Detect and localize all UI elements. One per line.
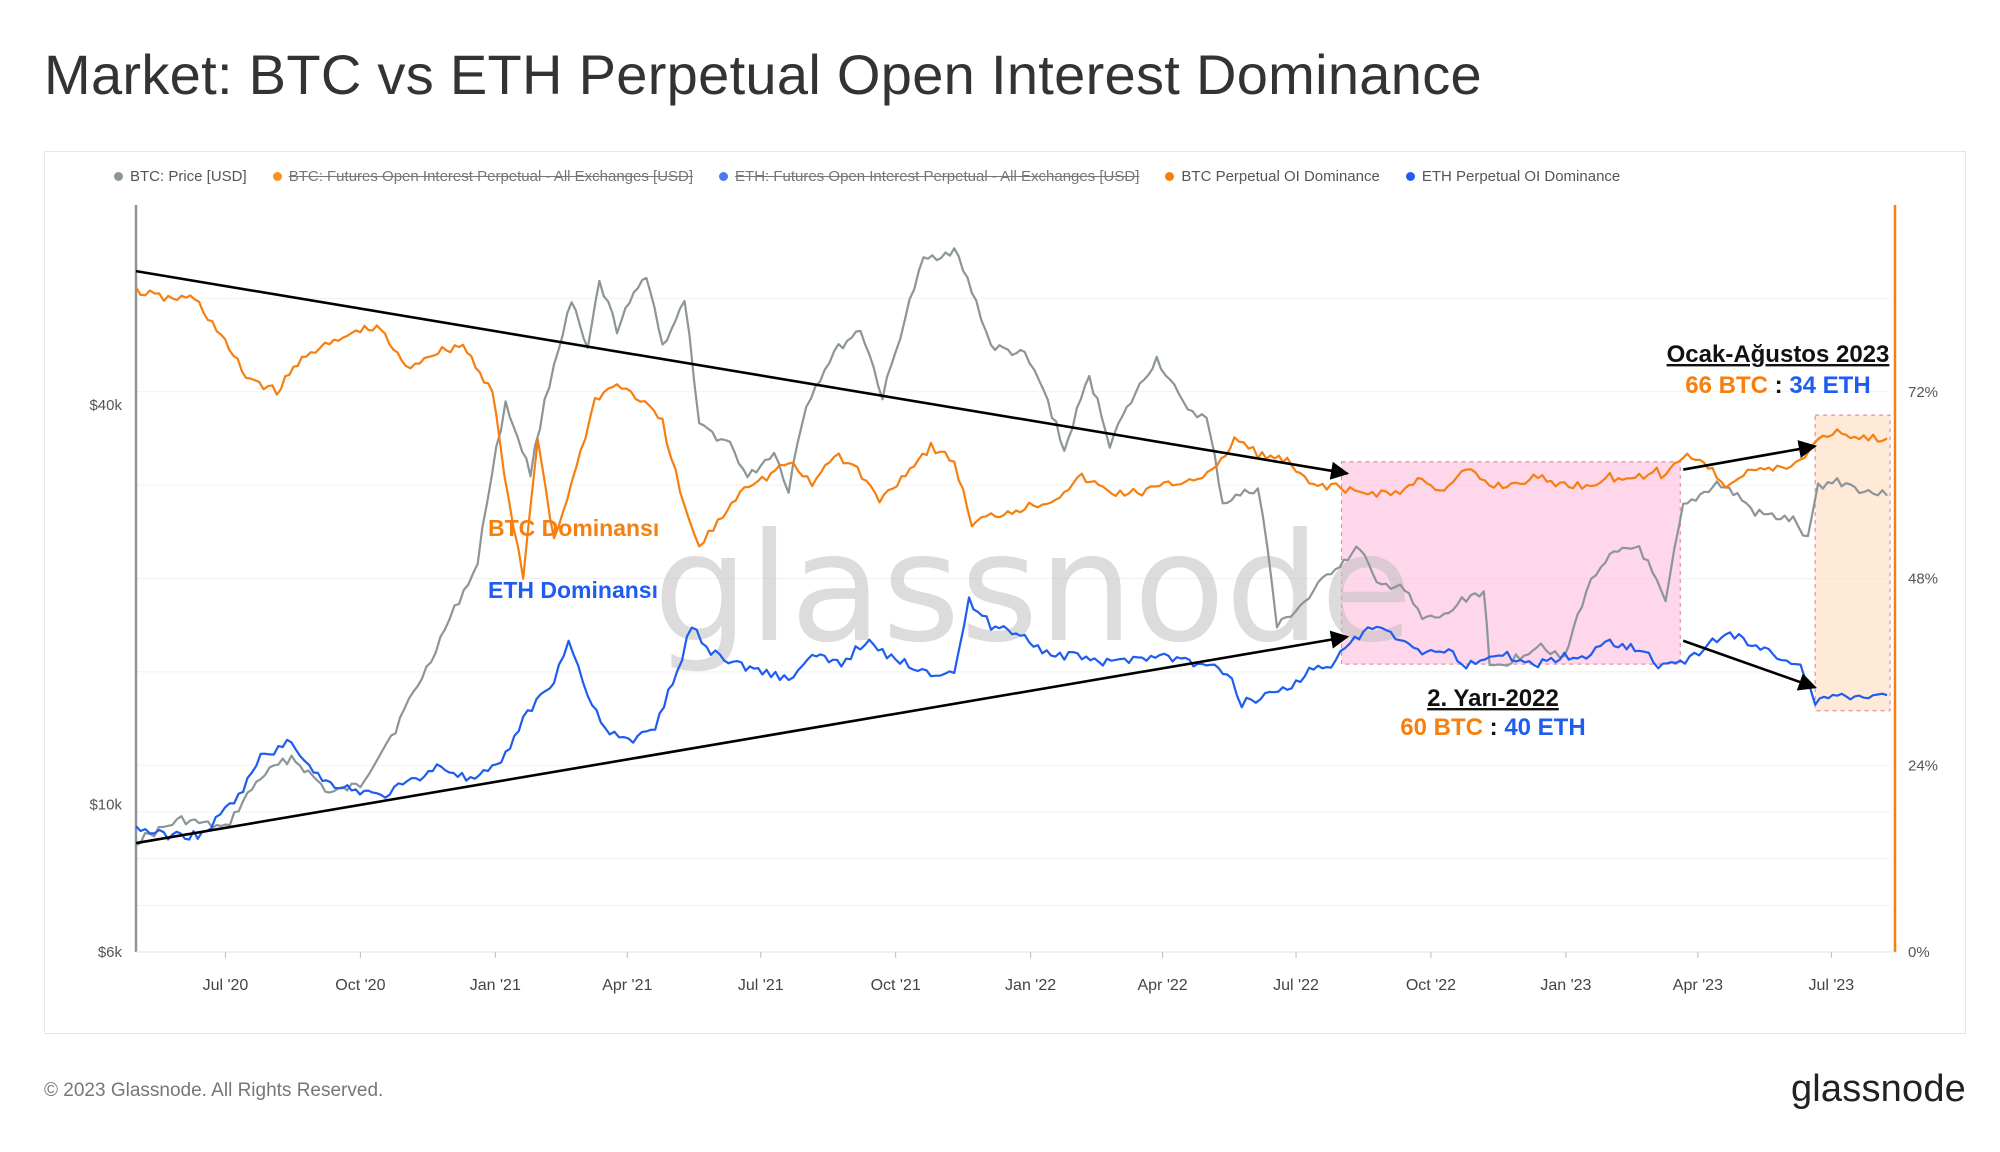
x-axis-tick-label: Jan '22 <box>1005 977 1056 994</box>
x-axis-tick-label: Apr '23 <box>1673 977 1723 994</box>
left-axis-tick-label: $40k <box>89 397 122 414</box>
x-axis-tick-label: Jul '23 <box>1808 977 1854 994</box>
copyright: © 2023 Glassnode. All Rights Reserved. <box>44 1080 384 1101</box>
legend-item-eth-futures-oi[interactable]: ETH: Futures Open Interest Perpetual - A… <box>719 168 1139 185</box>
caption-jan-aug-2023-btc: 66 BTC <box>1685 372 1768 399</box>
legend-label: BTC: Price [USD] <box>130 168 247 185</box>
caption-h2-2022-eth: 40 ETH <box>1504 714 1585 741</box>
series-eth-dominance-line <box>135 596 1888 841</box>
trend-arrow-2 <box>135 630 1350 845</box>
right-axis-tick-label: 0% <box>1908 944 1930 961</box>
trend-arrow-4 <box>1682 639 1817 691</box>
caption-jan-aug-2023-ratio: 66 BTC : 34 ETH <box>1685 372 1870 399</box>
brand-logo: glassnode <box>1790 1068 1966 1110</box>
x-axis-tick-label: Apr '21 <box>602 977 652 994</box>
legend-label: BTC: Futures Open Interest Perpetual - A… <box>288 168 694 185</box>
caption-h2-2022-btc: 60 BTC <box>1400 714 1483 741</box>
legend-label: ETH Perpetual OI Dominance <box>1421 168 1621 185</box>
btc-dominance-label: BTC Dominansı <box>488 515 659 541</box>
series-btc-dominance-line <box>135 286 1888 580</box>
page-title: Market: BTC vs ETH Perpetual Open Intere… <box>44 43 1482 106</box>
chart-legend: BTC: Price [USD] BTC: Futures Open Inter… <box>114 168 1620 185</box>
x-axis-tick-label: Jul '20 <box>203 977 249 994</box>
x-axis-tick-label: Jul '22 <box>1273 977 1319 994</box>
x-axis-tick-label: Oct '22 <box>1406 977 1456 994</box>
caption-jan-aug-2023-eth: 34 ETH <box>1789 372 1870 399</box>
x-axis-tick-label: Jul '21 <box>738 977 784 994</box>
legend-item-btc-price[interactable]: BTC: Price [USD] <box>114 168 247 185</box>
legend-dot-icon <box>719 172 729 181</box>
chart-frame <box>44 151 1966 1034</box>
x-axis-tick-label: Oct '20 <box>335 977 385 994</box>
caption-h2-2022-title: 2. Yarı-2022 <box>1427 685 1559 712</box>
legend-dot-icon <box>1405 172 1415 181</box>
x-axis-tick-label: Jan '23 <box>1540 977 1591 994</box>
legend-item-eth-dominance[interactable]: ETH Perpetual OI Dominance <box>1405 168 1621 185</box>
legend-dot-icon <box>114 172 123 181</box>
right-axis-tick-label: 48% <box>1908 571 1938 588</box>
caption-h2-2022-sep: : <box>1483 714 1504 741</box>
trend-arrow-3 <box>1682 440 1817 471</box>
watermark-text: glassnode <box>653 502 1412 676</box>
x-axis-tick-label: Apr '22 <box>1137 977 1187 994</box>
legend-item-btc-dominance[interactable]: BTC Perpetual OI Dominance <box>1165 168 1380 185</box>
legend-dot-icon <box>272 172 282 181</box>
legend-label: BTC Perpetual OI Dominance <box>1181 168 1380 185</box>
x-axis-tick-label: Jan '21 <box>470 977 521 994</box>
series-btc-price-line <box>135 247 1888 847</box>
legend-item-btc-futures-oi[interactable]: BTC: Futures Open Interest Perpetual - A… <box>272 168 694 185</box>
eth-dominance-label: ETH Dominansı <box>488 577 658 603</box>
left-axis-tick-label: $6k <box>98 944 123 961</box>
caption-h2-2022-ratio: 60 BTC : 40 ETH <box>1400 714 1585 741</box>
x-axis-tick-label: Oct '21 <box>871 977 921 994</box>
highlight-region-h2-2022 <box>1340 461 1681 665</box>
caption-jan-aug-2023-sep: : <box>1768 372 1789 399</box>
right-axis-tick-label: 24% <box>1908 757 1938 774</box>
right-axis-tick-label: 72% <box>1908 384 1938 401</box>
trend-arrow-1 <box>135 269 1350 480</box>
highlight-region-jan-aug-2023 <box>1814 414 1891 712</box>
caption-jan-aug-2023-title: Ocak-Ağustos 2023 <box>1667 341 1890 368</box>
legend-label: ETH: Futures Open Interest Perpetual - A… <box>735 168 1140 185</box>
left-axis-tick-label: $10k <box>89 797 122 814</box>
legend-dot-icon <box>1165 172 1175 181</box>
